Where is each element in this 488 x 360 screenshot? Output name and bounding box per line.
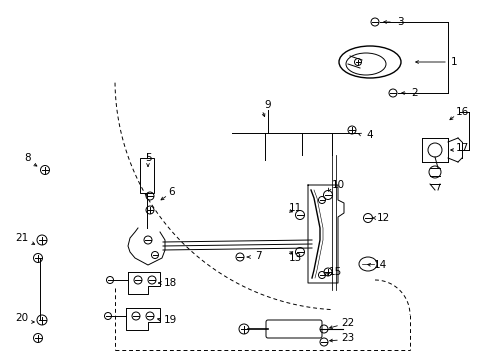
Text: 19: 19 [163,315,176,325]
Text: 14: 14 [373,260,386,270]
Text: 4: 4 [366,130,372,140]
Text: 16: 16 [454,107,468,117]
Text: 13: 13 [288,253,301,263]
Text: 20: 20 [16,313,28,323]
Text: 15: 15 [328,267,341,277]
Text: 23: 23 [341,333,354,343]
Text: 7: 7 [254,251,261,261]
Text: 22: 22 [341,318,354,328]
Text: 18: 18 [163,278,176,288]
Text: 10: 10 [331,180,344,190]
Text: 3: 3 [396,17,403,27]
Text: 1: 1 [450,57,456,67]
Text: 5: 5 [144,153,151,163]
Text: 2: 2 [411,88,417,98]
Text: 21: 21 [15,233,29,243]
Text: 11: 11 [288,203,301,213]
Text: 9: 9 [264,100,271,110]
Text: 6: 6 [168,187,175,197]
Text: 8: 8 [24,153,31,163]
Text: 17: 17 [454,143,468,153]
Text: 12: 12 [376,213,389,223]
